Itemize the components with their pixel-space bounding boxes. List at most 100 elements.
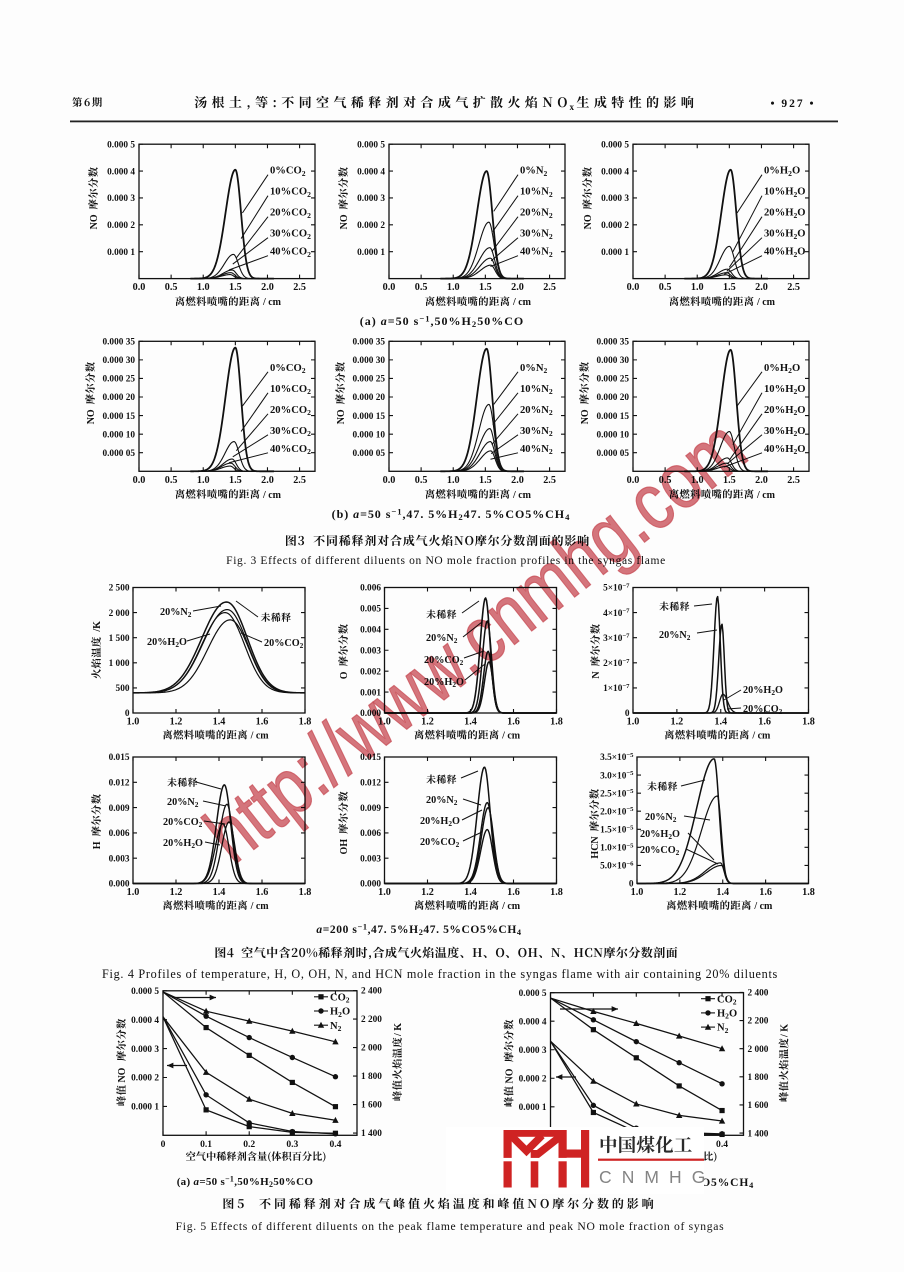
svg-text:/ cm: / cm — [501, 731, 521, 742]
svg-text:1.5: 1.5 — [479, 282, 492, 293]
svg-text:1.6: 1.6 — [507, 887, 520, 898]
svg-text:10%CO2: 10%CO2 — [270, 187, 311, 199]
svg-text:1 400: 1 400 — [361, 1129, 382, 1139]
svg-text:0.000 4: 0.000 4 — [519, 1017, 547, 1027]
svg-text:/ cm: / cm — [250, 731, 270, 742]
svg-text:0: 0 — [625, 709, 630, 719]
svg-text:1.2: 1.2 — [170, 717, 183, 728]
svg-text:0.000 1: 0.000 1 — [519, 1103, 547, 1113]
svg-text:/K: /K — [92, 621, 103, 633]
svg-text:1.2: 1.2 — [421, 717, 434, 728]
svg-text:0.000 05: 0.000 05 — [352, 449, 385, 459]
svg-text:40%CO2: 40%CO2 — [270, 444, 311, 456]
svg-text:0%N2: 0%N2 — [520, 166, 548, 178]
svg-text:1.0: 1.0 — [447, 282, 460, 293]
svg-text:1.8: 1.8 — [802, 887, 815, 898]
svg-text:20%N2: 20%N2 — [659, 630, 691, 642]
svg-text:1 400: 1 400 — [748, 1129, 769, 1139]
svg-text:0.000 1: 0.000 1 — [357, 248, 385, 258]
svg-text:1 000: 1 000 — [109, 659, 130, 669]
svg-text:1.5: 1.5 — [479, 475, 492, 486]
svg-text:1.0: 1.0 — [631, 887, 644, 898]
svg-text:4×10−7: 4×10−7 — [603, 608, 630, 619]
svg-text:2.0: 2.0 — [755, 475, 768, 486]
svg-text:1.6: 1.6 — [758, 717, 771, 728]
svg-text:0%H2O: 0%H2O — [764, 166, 800, 178]
svg-text:2.5: 2.5 — [543, 282, 556, 293]
svg-text:N: N — [591, 671, 602, 679]
svg-text:0.4: 0.4 — [716, 1139, 728, 1150]
svg-text:0.000 2: 0.000 2 — [519, 1074, 547, 1084]
svg-text:30%CO2: 30%CO2 — [270, 426, 311, 438]
svg-text:1.4: 1.4 — [714, 717, 727, 728]
svg-text:0.000 3: 0.000 3 — [107, 194, 135, 204]
svg-text:2.5: 2.5 — [787, 282, 800, 293]
svg-text:2 400: 2 400 — [361, 987, 382, 997]
svg-text:2 000: 2 000 — [361, 1044, 382, 1054]
svg-text:0.012: 0.012 — [109, 779, 130, 789]
svg-text:0.000 5: 0.000 5 — [519, 989, 547, 999]
svg-text:0.0: 0.0 — [383, 475, 396, 486]
svg-text:1.2: 1.2 — [674, 887, 687, 898]
svg-text:0.5: 0.5 — [659, 475, 672, 486]
svg-text:0.000 4: 0.000 4 — [357, 167, 385, 177]
svg-text:3×10−7: 3×10−7 — [603, 633, 630, 644]
svg-text:0.006: 0.006 — [109, 829, 130, 839]
svg-text:0.001: 0.001 — [360, 688, 381, 698]
svg-text:2.0×10−5: 2.0×10−5 — [600, 806, 634, 817]
svg-text:0.000 10: 0.000 10 — [352, 430, 385, 440]
svg-text:1.4: 1.4 — [716, 887, 729, 898]
svg-text:N2: N2 — [717, 1023, 729, 1035]
svg-text:10%H2O: 10%H2O — [764, 187, 806, 199]
svg-text:/ cm: / cm — [753, 901, 773, 912]
svg-text:0.000 3: 0.000 3 — [131, 1045, 159, 1055]
svg-text:0.000 20: 0.000 20 — [596, 393, 629, 403]
svg-text:1.0×10−5: 1.0×10−5 — [600, 842, 634, 853]
svg-text:1.8: 1.8 — [802, 717, 815, 728]
svg-text:0.0: 0.0 — [627, 282, 640, 293]
svg-text:0.000: 0.000 — [360, 880, 381, 890]
svg-text:30%H2O: 30%H2O — [764, 229, 806, 241]
svg-text:C N M H G: C N M H G — [599, 1167, 708, 1187]
svg-text:20%N2: 20%N2 — [520, 405, 553, 417]
svg-text:/ K: / K — [780, 1024, 791, 1038]
svg-text:2.0: 2.0 — [261, 475, 274, 486]
svg-text:0.003: 0.003 — [109, 854, 130, 864]
svg-text:/ cm: / cm — [262, 297, 282, 308]
svg-text:0.000 25: 0.000 25 — [352, 375, 385, 385]
svg-text:1 600: 1 600 — [361, 1101, 382, 1111]
svg-text:0.003: 0.003 — [360, 646, 381, 656]
svg-text:0.4: 0.4 — [329, 1139, 341, 1150]
svg-text:0.1: 0.1 — [200, 1139, 212, 1150]
svg-text:0.0: 0.0 — [133, 475, 146, 486]
svg-text:0%H2O: 0%H2O — [764, 363, 800, 375]
svg-text:Fig. 4 Profiles of temperatu: Fig. 4 Profiles of temperature, H, O, OH… — [102, 967, 778, 981]
svg-text:0.000 35: 0.000 35 — [102, 338, 135, 348]
svg-text:0.000 2: 0.000 2 — [601, 221, 629, 231]
svg-text:3.5×10−5: 3.5×10−5 — [600, 752, 634, 763]
svg-text:0.006: 0.006 — [360, 584, 381, 594]
svg-text:/ cm: / cm — [756, 490, 776, 501]
svg-text:NO: NO — [339, 214, 350, 229]
svg-text:0.000 4: 0.000 4 — [131, 1016, 159, 1026]
svg-text:20%N2: 20%N2 — [520, 208, 553, 220]
svg-text:0.000 2: 0.000 2 — [131, 1074, 159, 1084]
svg-text:0.000 10: 0.000 10 — [102, 430, 135, 440]
svg-text:NO: NO — [580, 409, 591, 424]
svg-text:0: 0 — [161, 1139, 166, 1150]
svg-text:NO: NO — [336, 409, 347, 424]
svg-text:NO: NO — [117, 1067, 128, 1082]
svg-text:0.009: 0.009 — [109, 804, 130, 814]
svg-text:OH: OH — [339, 839, 350, 855]
svg-text:NO: NO — [505, 1068, 516, 1083]
svg-text:0.000 15: 0.000 15 — [102, 412, 135, 422]
svg-text:1.6: 1.6 — [256, 887, 269, 898]
svg-text:0.5: 0.5 — [165, 282, 178, 293]
svg-text:1.0: 1.0 — [691, 282, 704, 293]
svg-text:N2: N2 — [330, 1021, 342, 1033]
svg-text:2.5: 2.5 — [787, 475, 800, 486]
svg-text:1.0: 1.0 — [197, 282, 210, 293]
svg-text:20%H2O: 20%H2O — [147, 637, 187, 649]
svg-text:1.0: 1.0 — [691, 475, 704, 486]
svg-text:20%CO2: 20%CO2 — [270, 208, 311, 220]
